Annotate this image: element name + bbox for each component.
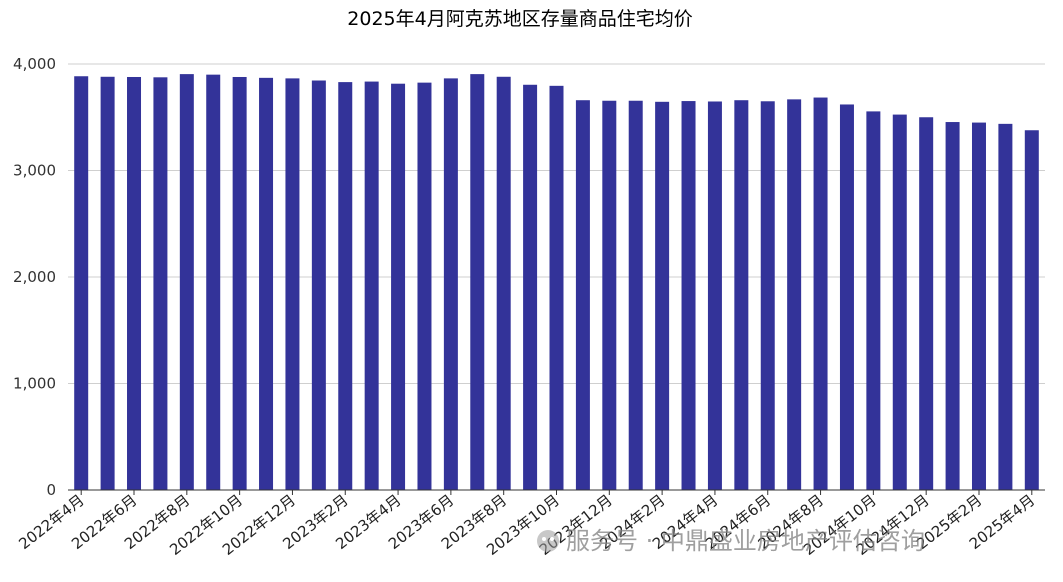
bar	[74, 76, 89, 490]
bar	[391, 83, 406, 490]
bar	[311, 80, 326, 490]
bar	[602, 100, 617, 491]
bar	[681, 101, 696, 490]
bar	[153, 77, 168, 490]
bar	[734, 100, 749, 491]
bar	[866, 111, 881, 490]
bar	[206, 74, 221, 491]
bar	[971, 122, 986, 490]
wechat-icon	[537, 530, 559, 552]
bar	[575, 100, 590, 491]
bar	[892, 114, 907, 491]
watermark: 服务号 · 中鼎盛业房地产评估咨询	[537, 527, 925, 555]
bars	[74, 74, 1039, 491]
bar	[100, 76, 115, 490]
bar	[707, 101, 722, 490]
bar	[259, 77, 274, 490]
bar	[760, 101, 775, 491]
bar	[496, 76, 511, 490]
bar	[523, 84, 538, 490]
bar	[443, 78, 458, 490]
y-tick-label: 4,000	[13, 55, 56, 73]
bar	[1024, 130, 1039, 491]
bar	[338, 82, 353, 490]
bar	[179, 74, 194, 491]
bar	[945, 122, 960, 490]
y-tick-label: 1,000	[13, 375, 56, 393]
bar	[417, 82, 432, 490]
y-tick-label: 0	[46, 481, 56, 499]
bar	[127, 76, 142, 491]
bar	[839, 104, 854, 490]
bar	[232, 76, 247, 491]
bar	[628, 100, 643, 491]
y-tick-label: 3,000	[13, 162, 56, 180]
y-axis-ticks: 0 1,000 2,000 3,000 4,000	[13, 55, 56, 499]
y-tick-label: 2,000	[13, 268, 56, 286]
bar	[470, 74, 485, 491]
bar	[364, 81, 379, 490]
bar	[813, 97, 828, 491]
bar	[919, 117, 934, 490]
bar	[655, 101, 670, 491]
bar	[549, 85, 564, 491]
watermark-text: 服务号 · 中鼎盛业房地产评估咨询	[566, 527, 925, 555]
chart-title: 2025年4月阿克苏地区存量商品住宅均价	[347, 8, 693, 30]
bar	[285, 78, 300, 490]
bar	[787, 99, 802, 490]
bar	[998, 123, 1013, 490]
